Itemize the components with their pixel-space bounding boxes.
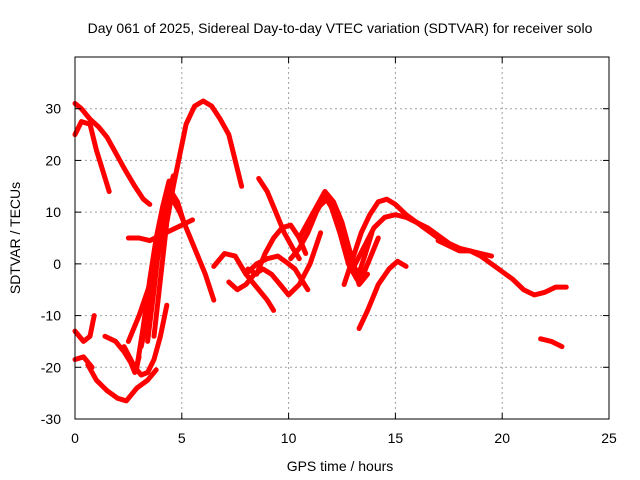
series-arc-27 bbox=[538, 336, 565, 350]
series-arc-19 bbox=[256, 176, 302, 262]
x-tick-label: 25 bbox=[601, 430, 617, 446]
series-arc-3 bbox=[72, 313, 97, 344]
series-arc-2 bbox=[72, 101, 153, 207]
grid bbox=[75, 57, 609, 419]
y-tick-label: -10 bbox=[41, 308, 61, 324]
y-tick-label: 0 bbox=[53, 256, 61, 272]
series-arc-22 bbox=[307, 196, 381, 282]
data-traces bbox=[72, 98, 569, 404]
y-tick-label: 10 bbox=[45, 204, 61, 220]
y-tick-label: -20 bbox=[41, 359, 61, 375]
x-tick-label: 20 bbox=[494, 430, 510, 446]
x-axis-label: GPS time / hours bbox=[287, 458, 394, 474]
series-arc-1 bbox=[72, 119, 112, 194]
plot-frame bbox=[74, 56, 610, 420]
series-arc-26 bbox=[435, 238, 569, 298]
y-axis-label: SDTVAR / TECUs bbox=[7, 182, 23, 294]
y-tick-label: -30 bbox=[41, 411, 61, 427]
series-arc-25 bbox=[356, 258, 409, 331]
tick-labels: 0 5 10 15 20 25 -30 -20 -10 0 10 20 30 bbox=[41, 101, 617, 446]
y-tick-label: 30 bbox=[45, 101, 61, 117]
series-arc-14 bbox=[155, 189, 187, 241]
chart-title: Day 061 of 2025, Sidereal Day-to-day VTE… bbox=[88, 20, 593, 36]
x-tick-label: 15 bbox=[388, 430, 404, 446]
axis-ticks bbox=[74, 57, 610, 420]
series-arc-18 bbox=[243, 253, 311, 293]
series-arc-12 bbox=[151, 98, 245, 339]
x-tick-label: 0 bbox=[71, 430, 79, 446]
x-tick-label: 10 bbox=[281, 430, 297, 446]
series-arc-24 bbox=[350, 212, 441, 272]
y-tick-label: 20 bbox=[45, 152, 61, 168]
x-tick-label: 5 bbox=[178, 430, 186, 446]
series-arc-6 bbox=[85, 362, 159, 404]
